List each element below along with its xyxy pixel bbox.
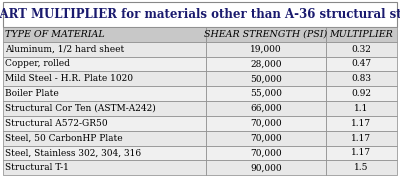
Text: 90,000: 90,000: [250, 163, 282, 172]
Text: 0.32: 0.32: [352, 45, 371, 54]
Bar: [3, 42, 206, 57]
Bar: [3, 101, 206, 116]
Text: 70,000: 70,000: [250, 134, 282, 143]
Text: 50,000: 50,000: [250, 74, 282, 83]
Text: Copper, rolled: Copper, rolled: [5, 59, 70, 68]
Bar: [3, 57, 206, 71]
Bar: [326, 57, 397, 71]
Bar: [326, 131, 397, 145]
Bar: [3, 71, 206, 86]
Bar: [3, 2, 397, 27]
Bar: [3, 86, 206, 101]
Text: 0.47: 0.47: [351, 59, 372, 68]
Bar: [206, 101, 326, 116]
Bar: [3, 116, 206, 131]
Text: 70,000: 70,000: [250, 119, 282, 128]
Text: 1.17: 1.17: [351, 134, 372, 143]
Text: Steel, Stainless 302, 304, 316: Steel, Stainless 302, 304, 316: [5, 149, 141, 158]
Text: 1.5: 1.5: [354, 163, 369, 172]
Bar: [3, 131, 206, 145]
Text: 1.17: 1.17: [351, 149, 372, 158]
Text: 0.83: 0.83: [351, 74, 371, 83]
Bar: [326, 71, 397, 86]
Text: 55,000: 55,000: [250, 89, 282, 98]
Bar: [326, 116, 397, 131]
Bar: [206, 145, 326, 160]
Text: Structural A572-GR50: Structural A572-GR50: [5, 119, 108, 128]
Bar: [206, 116, 326, 131]
Bar: [326, 27, 397, 42]
Bar: [206, 160, 326, 175]
Text: SHEAR STRENGTH (PSI): SHEAR STRENGTH (PSI): [204, 30, 328, 39]
Text: Aluminum, 1/2 hard sheet: Aluminum, 1/2 hard sheet: [5, 45, 124, 54]
Text: CHART MULTIPLIER for materials other than A-36 structural steel: CHART MULTIPLIER for materials other tha…: [0, 8, 400, 21]
Bar: [326, 101, 397, 116]
Text: Boiler Plate: Boiler Plate: [5, 89, 58, 98]
Bar: [326, 145, 397, 160]
Bar: [206, 71, 326, 86]
Bar: [326, 86, 397, 101]
Bar: [206, 42, 326, 57]
Text: Structural T-1: Structural T-1: [5, 163, 69, 172]
Text: 70,000: 70,000: [250, 149, 282, 158]
Text: Structural Cor Ten (ASTM-A242): Structural Cor Ten (ASTM-A242): [5, 104, 156, 113]
Text: Mild Steel - H.R. Plate 1020: Mild Steel - H.R. Plate 1020: [5, 74, 133, 83]
Bar: [3, 145, 206, 160]
Text: 28,000: 28,000: [250, 59, 282, 68]
Bar: [3, 160, 206, 175]
Bar: [326, 42, 397, 57]
Text: 19,000: 19,000: [250, 45, 282, 54]
Bar: [206, 86, 326, 101]
Bar: [206, 131, 326, 145]
Bar: [3, 27, 206, 42]
Text: 1.1: 1.1: [354, 104, 368, 113]
Text: 66,000: 66,000: [250, 104, 282, 113]
Bar: [326, 160, 397, 175]
Text: MULTIPLIER: MULTIPLIER: [330, 30, 393, 39]
Text: TYPE OF MATERIAL: TYPE OF MATERIAL: [5, 30, 104, 39]
Text: 0.92: 0.92: [351, 89, 371, 98]
Text: 1.17: 1.17: [351, 119, 372, 128]
Bar: [206, 57, 326, 71]
Text: Steel, 50 CarbonHP Plate: Steel, 50 CarbonHP Plate: [5, 134, 122, 143]
Bar: [206, 27, 326, 42]
